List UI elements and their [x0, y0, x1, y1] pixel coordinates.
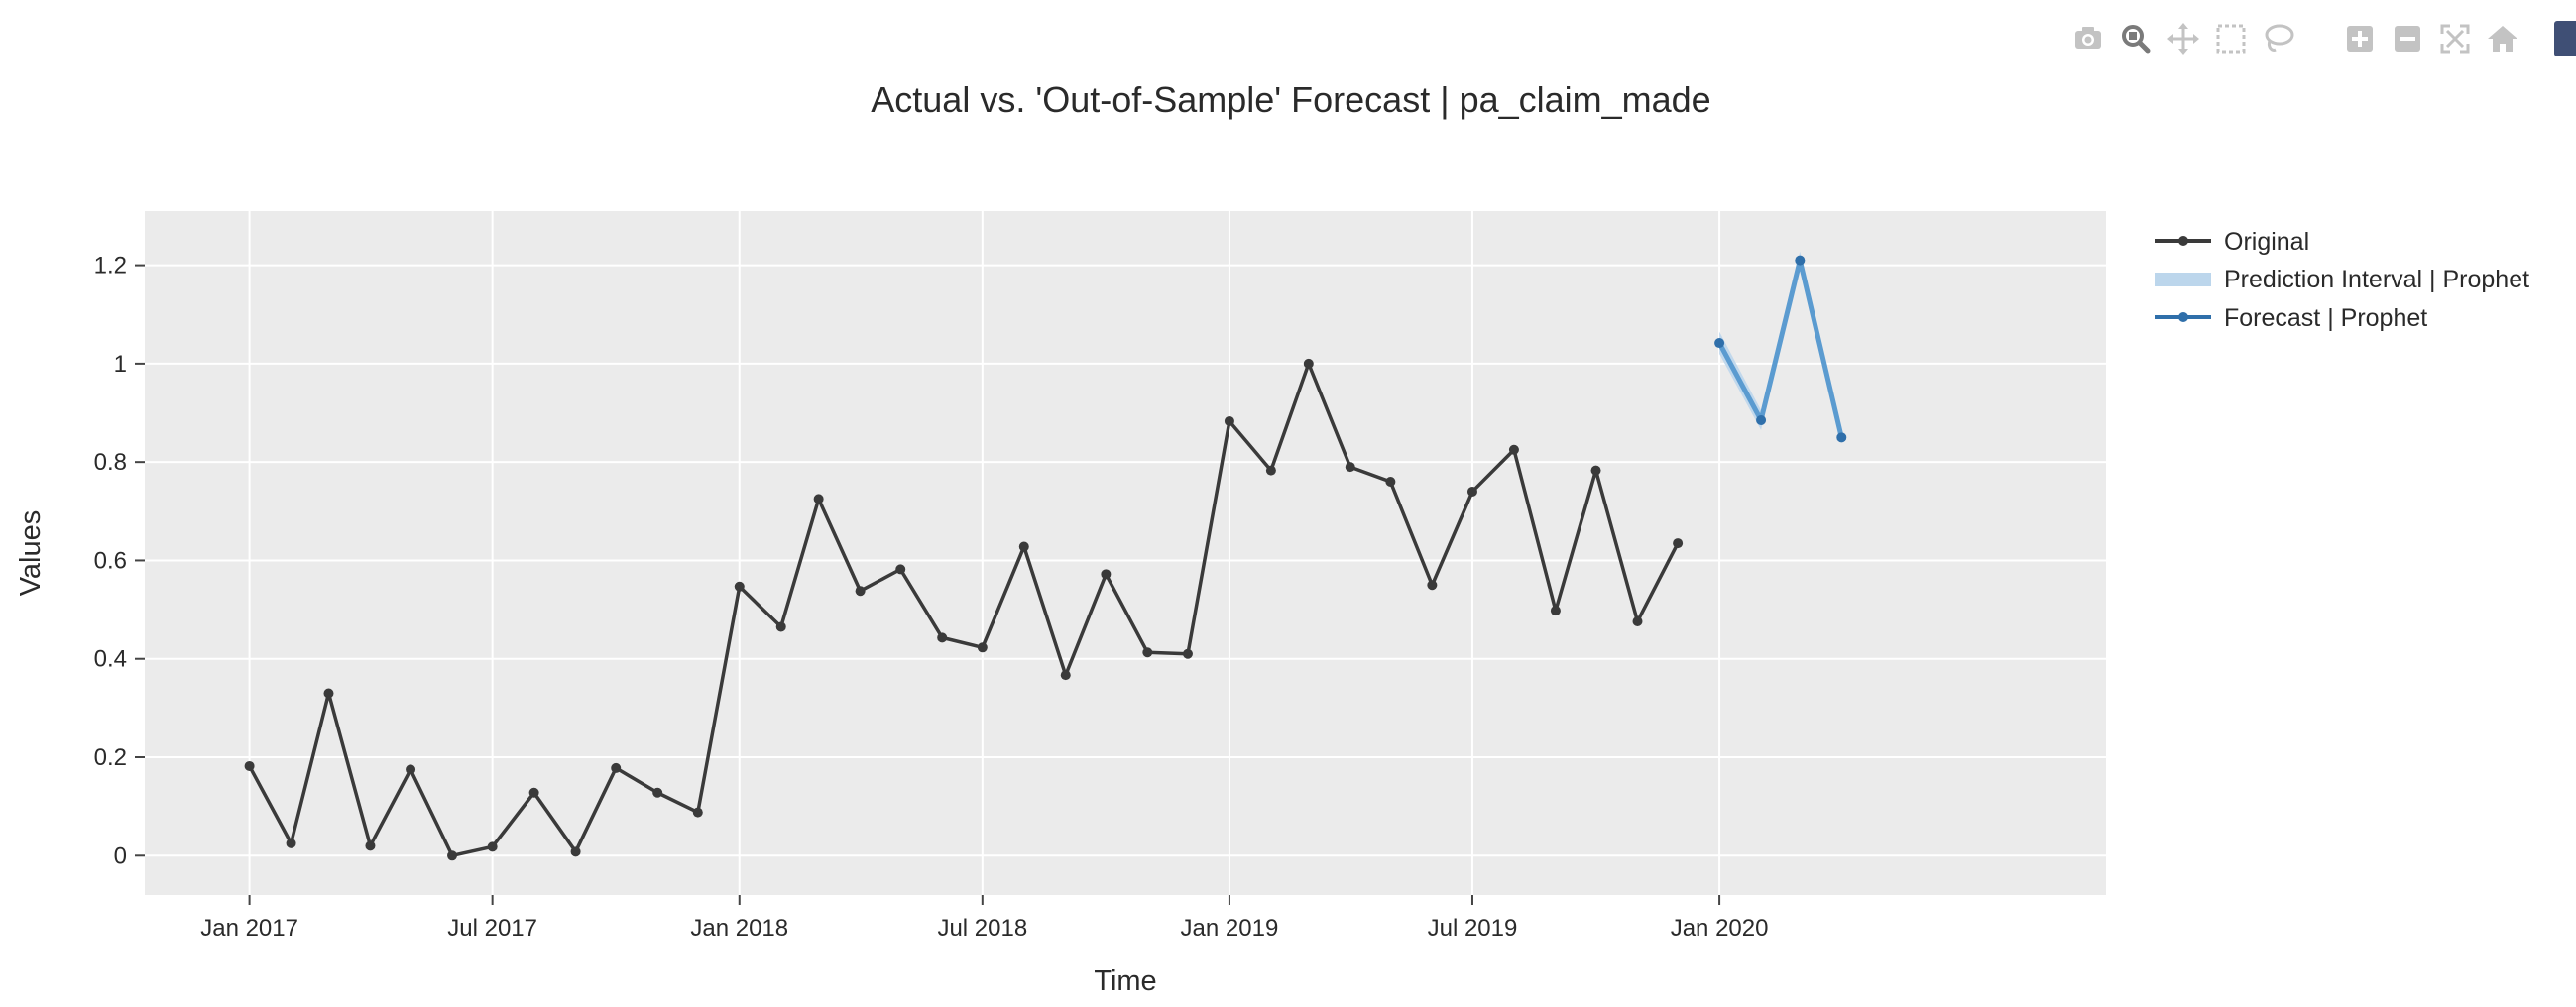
series-forecast-prophet: [1714, 255, 1847, 443]
pan-icon: [2167, 23, 2199, 55]
legend-label-prediction-interval: Prediction Interval | Prophet: [2224, 266, 2529, 293]
home-icon: [2488, 26, 2517, 52]
data-point-original[interactable]: [937, 632, 948, 643]
zoom-in-button[interactable]: [2342, 19, 2378, 58]
data-point-original[interactable]: [1466, 486, 1477, 497]
legend-item-forecast[interactable]: Forecast | Prophet: [2155, 304, 2427, 332]
data-point-original[interactable]: [1345, 462, 1355, 473]
data-point-original[interactable]: [652, 787, 663, 798]
data-point-original[interactable]: [1550, 606, 1561, 616]
pan-button[interactable]: [2166, 19, 2201, 58]
gridlines: [145, 211, 2106, 895]
data-point-original[interactable]: [1224, 415, 1234, 426]
y-tick-label: 0: [114, 842, 127, 869]
data-point-original[interactable]: [528, 787, 539, 798]
data-point-original[interactable]: [813, 494, 824, 504]
x-axis-ticks: Jan 2017 Jul 2017 Jan 2018 Jul 2018 Jan 2019…: [200, 895, 1768, 942]
modebar: [2070, 18, 2576, 59]
x-axis-title: Time: [1094, 965, 1156, 997]
x-tick-label: Jan 2018: [690, 915, 788, 942]
data-point-forecast-prophet[interactable]: [1836, 432, 1847, 443]
x-tick-label: Jul 2018: [937, 915, 1027, 942]
zoom-out-button[interactable]: [2390, 19, 2425, 58]
lasso-icon: [2265, 24, 2294, 52]
x-tick-label: Jul 2017: [447, 915, 537, 942]
camera-button[interactable]: [2070, 19, 2106, 58]
data-point-original[interactable]: [1427, 580, 1438, 591]
lasso-button[interactable]: [2261, 19, 2296, 58]
home-button[interactable]: [2485, 19, 2520, 58]
data-point-original[interactable]: [244, 760, 255, 771]
data-point-original[interactable]: [855, 586, 866, 597]
y-tick-label: 1.2: [94, 253, 127, 280]
data-point-forecast-prophet[interactable]: [1756, 414, 1767, 425]
y-axis-ticks: 0 0.2 0.4 0.6 0.8 1 1.2: [94, 253, 145, 869]
data-point-original[interactable]: [895, 564, 906, 575]
data-point-original[interactable]: [1385, 477, 1396, 488]
legend-label-original: Original: [2224, 228, 2309, 256]
data-point-original[interactable]: [1632, 616, 1643, 626]
data-point-original[interactable]: [447, 850, 458, 861]
data-point-original[interactable]: [1508, 444, 1519, 455]
plot-area[interactable]: [145, 211, 2106, 895]
data-point-original[interactable]: [1265, 465, 1276, 476]
y-tick-label: 0.6: [94, 547, 127, 574]
zoom-in-icon: [2347, 26, 2373, 52]
data-point-original[interactable]: [365, 840, 376, 851]
data-point-original[interactable]: [692, 807, 703, 818]
series-line-forecast-prophet[interactable]: [1716, 258, 1844, 438]
data-point-original[interactable]: [1303, 358, 1314, 369]
x-tick-label: Jul 2019: [1428, 915, 1518, 942]
data-point-original[interactable]: [323, 688, 334, 699]
series-line-original[interactable]: [248, 362, 1680, 858]
data-point-original[interactable]: [406, 764, 416, 775]
y-tick-label: 0.4: [94, 646, 127, 673]
legend: Original Prediction Interval | Prophet F…: [2155, 228, 2529, 332]
data-point-original[interactable]: [977, 642, 988, 653]
legend-label-forecast: Forecast | Prophet: [2224, 304, 2427, 332]
data-point-original[interactable]: [1018, 541, 1029, 552]
y-tick-label: 1: [114, 351, 127, 378]
plotly-logo-icon[interactable]: [2554, 21, 2576, 56]
data-point-forecast-prophet[interactable]: [1795, 255, 1806, 266]
data-point-forecast-prophet[interactable]: [1714, 338, 1725, 349]
x-tick-label: Jan 2019: [1181, 915, 1279, 942]
data-point-original[interactable]: [1182, 648, 1193, 659]
box-select-button[interactable]: [2213, 19, 2249, 58]
data-point-original[interactable]: [1142, 647, 1153, 658]
data-point-original[interactable]: [775, 621, 786, 632]
y-tick-label: 0.8: [94, 449, 127, 476]
zoom-icon: [2122, 25, 2151, 54]
data-point-original[interactable]: [1673, 538, 1684, 549]
data-point-original[interactable]: [734, 581, 745, 592]
box-select-icon: [2216, 24, 2246, 54]
chart-title: Actual vs. 'Out-of-Sample' Forecast | pa…: [871, 79, 1710, 120]
zoom-button[interactable]: [2118, 19, 2154, 58]
data-point-original[interactable]: [1060, 670, 1071, 681]
legend-item-prediction-interval[interactable]: Prediction Interval | Prophet: [2155, 266, 2529, 293]
data-point-original[interactable]: [487, 841, 498, 852]
autoscale-button[interactable]: [2437, 19, 2473, 58]
data-point-original[interactable]: [570, 846, 581, 857]
autoscale-icon: [2440, 24, 2470, 54]
zoom-out-icon: [2395, 26, 2420, 52]
series-layer: [244, 255, 1847, 861]
x-tick-label: Jan 2020: [1671, 915, 1769, 942]
data-point-original[interactable]: [286, 838, 296, 848]
x-tick-label: Jan 2017: [200, 915, 298, 942]
y-axis-title: Values: [15, 510, 47, 597]
legend-item-original[interactable]: Original: [2155, 228, 2309, 256]
data-point-original[interactable]: [611, 762, 622, 773]
camera-icon: [2075, 27, 2101, 49]
y-tick-label: 0.2: [94, 744, 127, 771]
data-point-original[interactable]: [1101, 569, 1112, 580]
data-point-original[interactable]: [1590, 465, 1601, 476]
series-original: [244, 358, 1684, 861]
